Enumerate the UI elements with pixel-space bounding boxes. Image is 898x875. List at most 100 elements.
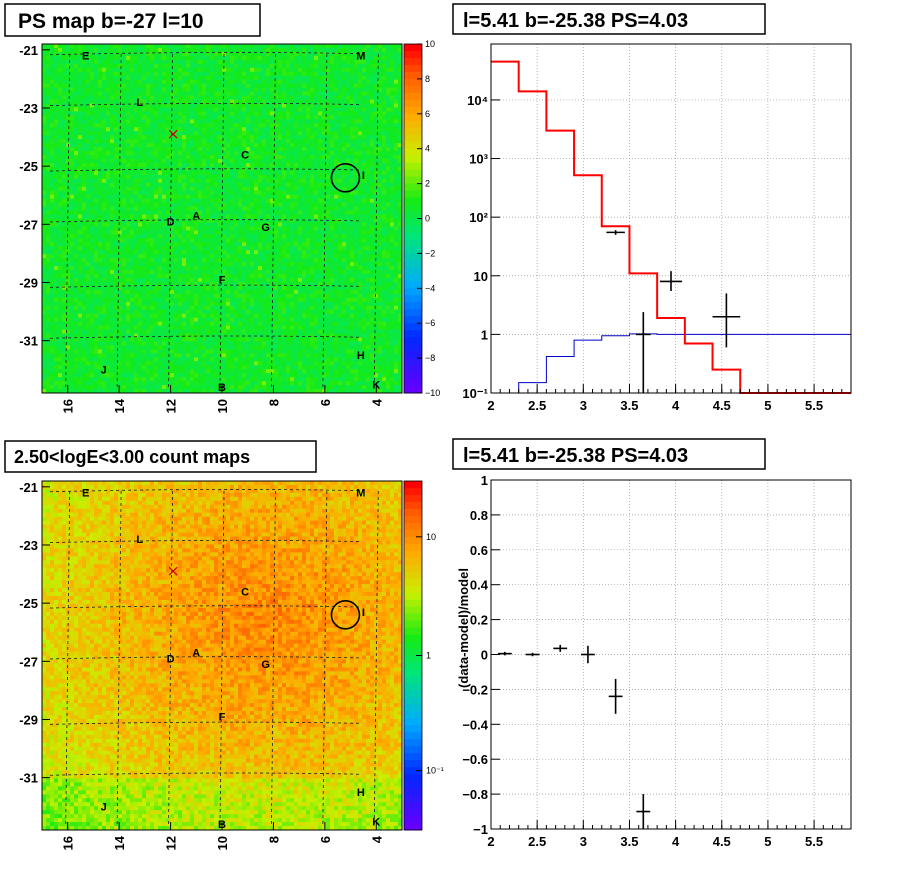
colorbar-band — [404, 634, 422, 643]
colorbar-band — [404, 239, 422, 247]
grid-line — [49, 539, 363, 544]
x-tick-label: 6 — [318, 399, 333, 406]
source-label-M: M — [356, 51, 365, 63]
y-tick-label: 0.4 — [470, 578, 489, 593]
source-label-G: G — [261, 222, 270, 234]
x-tick-label: 16 — [61, 399, 76, 413]
colorbar-band — [404, 823, 422, 831]
x-tick-label: 14 — [112, 835, 127, 850]
colorbar-band — [404, 169, 422, 178]
colorbar-label: −4 — [425, 283, 435, 293]
source-label-A: A — [192, 648, 200, 660]
source-label-C: C — [241, 150, 249, 162]
colorbar-band — [404, 690, 422, 698]
colorbar-band — [404, 760, 422, 768]
colorbar-band — [404, 281, 422, 289]
source-label-J: J — [101, 802, 107, 814]
residual-point — [608, 678, 623, 714]
colorbar-band — [404, 162, 422, 171]
grid-line — [271, 490, 276, 826]
map-pixels — [42, 481, 403, 831]
fit-title: l=5.41 b=-25.38 PS=4.03 — [463, 10, 688, 32]
source-label-H: H — [357, 787, 365, 799]
colorbar-band — [404, 788, 422, 796]
x-tick-label: 2.5 — [528, 834, 546, 849]
x-tick-label: 12 — [164, 836, 179, 850]
colorbar-band — [404, 316, 422, 324]
colorbar-band — [404, 585, 422, 594]
colorbar-band — [404, 543, 422, 552]
x-tick-label: 4 — [672, 398, 680, 413]
source-label-D: D — [167, 653, 175, 665]
residual-point — [525, 652, 540, 657]
source-label-E: E — [82, 51, 89, 63]
x-tick-label: 4.5 — [713, 398, 731, 413]
colorbar-band — [404, 211, 422, 219]
source-label-L: L — [136, 534, 143, 546]
colorbar-band — [404, 774, 422, 782]
y-tick-label: -21 — [19, 43, 38, 58]
grid-line — [65, 490, 71, 826]
colorbar-label: 6 — [425, 109, 430, 119]
colorbar-label: −6 — [425, 318, 435, 328]
x-tick-label: 4 — [369, 398, 384, 406]
colorbar-label: 1 — [426, 651, 431, 661]
data-point — [606, 230, 625, 235]
colorbar-band — [404, 176, 422, 185]
x-tick-label: 4 — [672, 834, 680, 849]
data-point — [712, 293, 741, 348]
x-tick-label: 3 — [580, 398, 587, 413]
source-label-I: I — [362, 170, 365, 182]
colorbar-band — [404, 71, 422, 80]
grid-line — [49, 52, 363, 56]
colorbar-band — [404, 295, 422, 303]
colorbar-band — [404, 274, 422, 282]
resid-title: l=5.41 b=-25.38 PS=4.03 — [463, 445, 688, 467]
colorbar-band — [404, 260, 422, 268]
y-tick-label: -27 — [19, 654, 38, 669]
colorbar-label: −2 — [425, 248, 435, 258]
colorbar-band — [404, 599, 422, 608]
grid-line — [49, 772, 363, 776]
residual-plot: (data-model)/model 2 2.5 3 3.5 4 4.5 5 5.5 1 0.8 0… — [456, 473, 852, 849]
colorbar-band — [404, 183, 422, 192]
x-tick-label: 3 — [580, 834, 587, 849]
y-tick-label: −1 — [473, 822, 488, 837]
grid-line — [168, 490, 173, 826]
colorbar-label: 0 — [425, 214, 430, 224]
colorbar-band — [404, 44, 422, 52]
coordinate-grid — [49, 52, 379, 389]
source-label-J: J — [101, 365, 107, 377]
source-label-B: B — [218, 382, 226, 394]
y-tick-label: 0.6 — [470, 543, 488, 558]
colorbar-band — [404, 190, 422, 199]
colorbar-band — [404, 725, 422, 733]
residual-point — [581, 645, 595, 664]
y-tick-label: -25 — [19, 596, 38, 611]
grid-line — [322, 53, 328, 389]
colorbar-band — [404, 106, 422, 115]
colorbar-band — [404, 641, 422, 650]
ps-map-title-box: PS map b=-27 l=10 — [4, 3, 261, 37]
count-map-title-box: 2.50<logE<3.00 count maps — [4, 440, 317, 473]
grid-line — [49, 168, 363, 172]
y-tick-label: 0.8 — [470, 508, 488, 523]
colorbar-label: 4 — [425, 144, 430, 154]
colorbar-label: 8 — [425, 74, 430, 84]
x-tick-label: 6 — [318, 836, 333, 843]
y-tick-label: 10⁻¹ — [462, 386, 488, 401]
grid-line — [49, 721, 363, 725]
y-tick-label: -31 — [19, 334, 38, 349]
colorbar-band — [404, 515, 422, 524]
colorbar-band — [404, 78, 422, 87]
y-tick-label: -25 — [19, 159, 38, 174]
grid-line — [116, 490, 122, 826]
colorbar-label: 10 — [425, 39, 435, 49]
source-label-F: F — [219, 275, 226, 287]
data-point — [635, 312, 651, 393]
grid-line — [49, 335, 363, 339]
colorbar-band — [404, 337, 422, 345]
colorbar-band — [404, 288, 422, 296]
x-tick-label: 2 — [487, 398, 494, 413]
x-tick-label: 10 — [215, 399, 230, 413]
